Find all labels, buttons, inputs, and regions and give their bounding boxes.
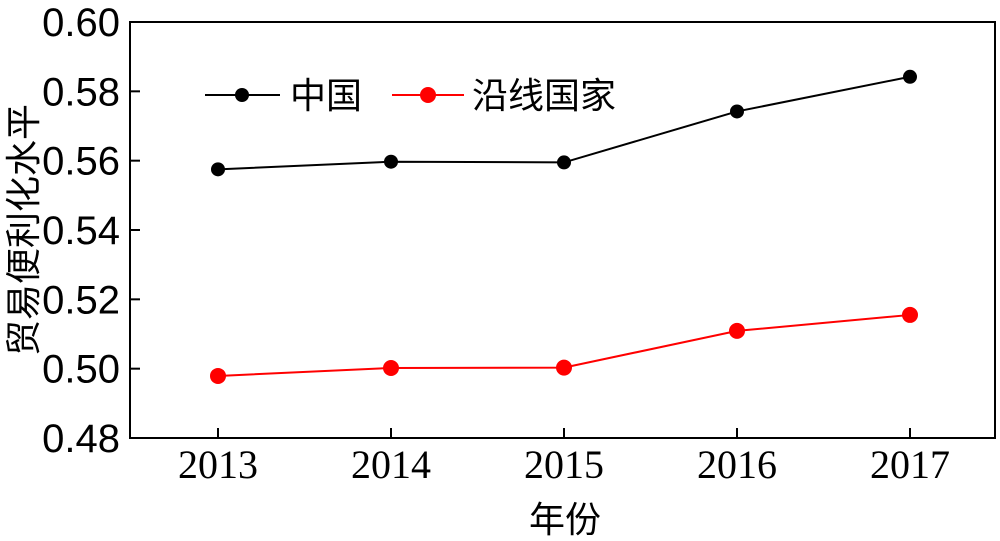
- data-point-belt-road: [383, 359, 399, 376]
- y-tick-label: 0.54: [42, 209, 120, 253]
- y-tick-label: 0.52: [42, 278, 120, 322]
- x-tick-label: 2016: [697, 442, 777, 487]
- x-tick-label: 2013: [178, 442, 258, 487]
- legend-label-china: 中国: [290, 76, 362, 117]
- x-tick-label: 2014: [351, 442, 431, 487]
- x-tick-label: 2017: [870, 442, 950, 487]
- legend: 中国 沿线国家: [205, 76, 616, 117]
- data-point-belt-road: [902, 306, 918, 323]
- y-tick-label: 0.48: [42, 417, 120, 461]
- data-point-china: [557, 155, 571, 170]
- data-point-china: [384, 154, 398, 169]
- series-layer: [210, 69, 918, 384]
- x-axis: 2013 2014 2015 2016 2017: [178, 428, 950, 487]
- x-axis-title: 年份: [529, 500, 601, 541]
- data-point-china: [903, 69, 917, 84]
- data-point-china: [730, 104, 744, 119]
- y-axis: 0.48 0.50 0.52 0.54 0.56 0.58 0.60: [42, 1, 140, 461]
- y-tick-label: 0.60: [42, 1, 120, 45]
- data-point-belt-road: [729, 322, 745, 339]
- y-axis-title: 贸易便利化水平: [4, 104, 45, 356]
- data-point-belt-road: [556, 359, 572, 376]
- x-tick-label: 2015: [524, 442, 604, 487]
- y-tick-label: 0.56: [42, 140, 120, 184]
- legend-marker-belt-road: [420, 87, 436, 103]
- data-point-belt-road: [210, 367, 226, 384]
- legend-marker-china: [235, 88, 249, 102]
- y-tick-label: 0.50: [42, 348, 120, 392]
- legend-label-belt-road: 沿线国家: [472, 76, 616, 117]
- y-tick-label: 0.58: [42, 70, 120, 114]
- data-point-china: [211, 162, 225, 177]
